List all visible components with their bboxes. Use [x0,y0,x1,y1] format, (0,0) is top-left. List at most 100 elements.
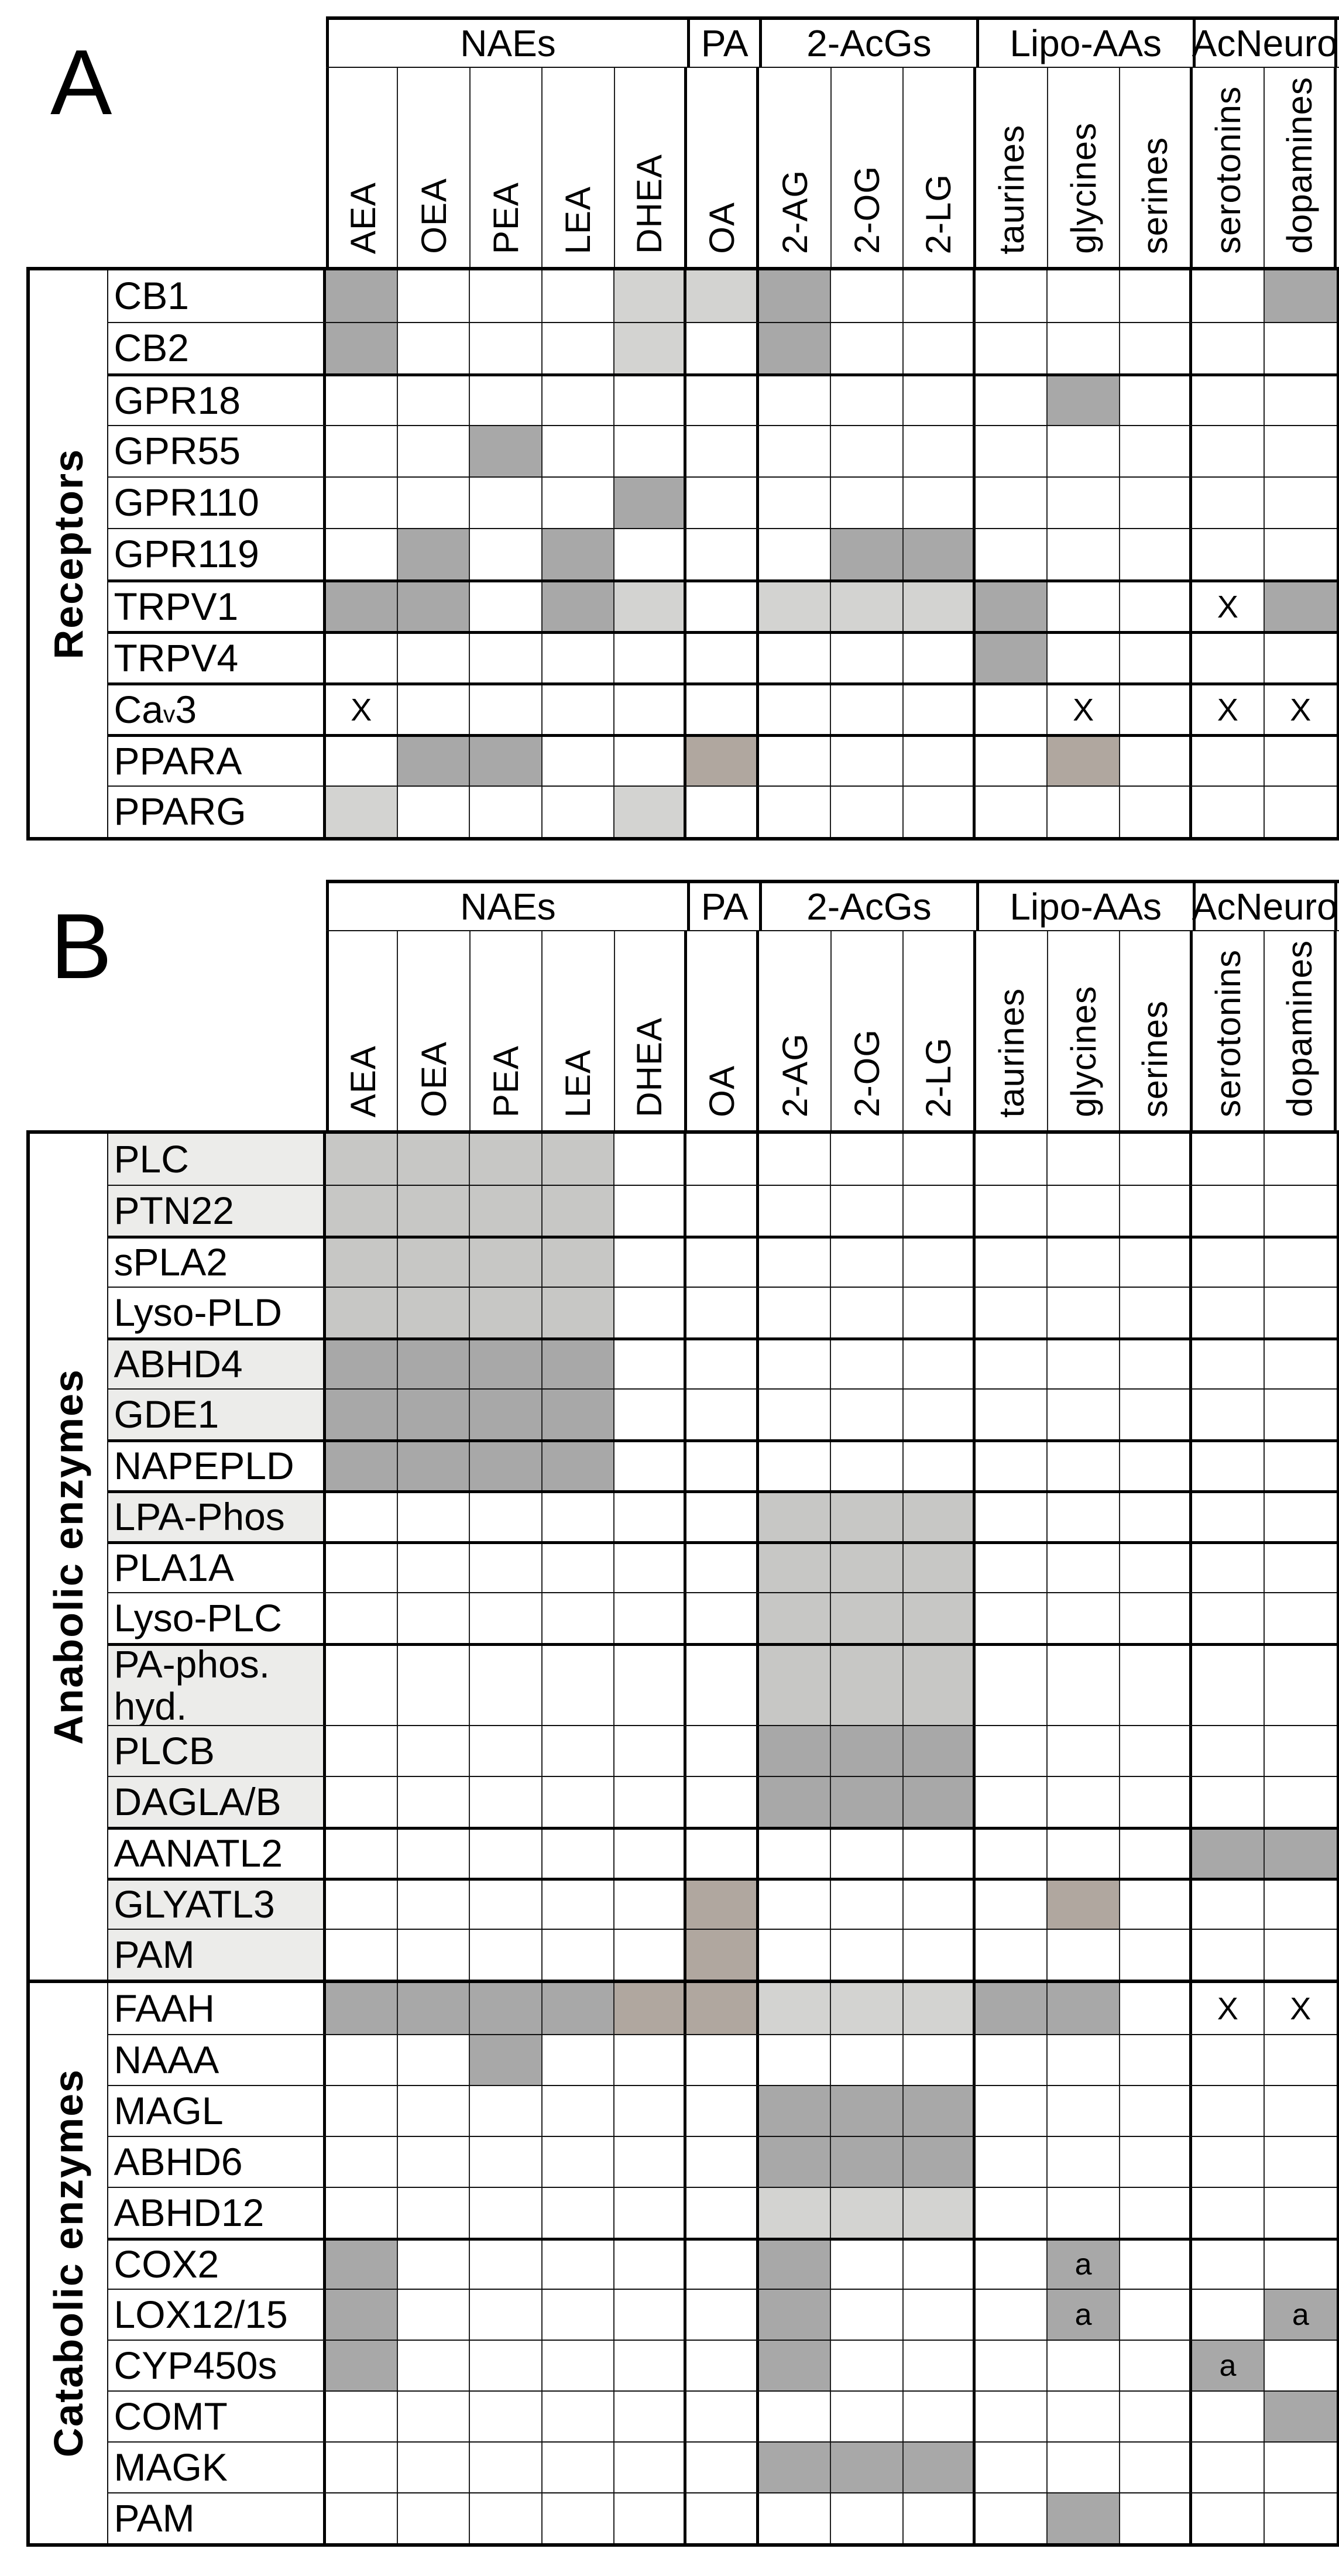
column-group-label: NAEs [326,20,687,67]
matrix-cell [1265,2188,1337,2238]
column-group-label: PA [687,883,759,930]
matrix-cell [758,2290,832,2340]
matrix-cell [1192,1830,1265,1878]
matrix-cell [758,2137,832,2187]
matrix-cell [543,1930,615,1980]
matrix-cell [976,737,1048,786]
matrix-cell [1048,1983,1120,2034]
matrix-cell [614,2290,687,2340]
matrix-cell [614,1288,687,1337]
matrix-cell: X [1290,692,1311,728]
table-row: PLC [108,1134,1337,1185]
table-row: CB1 [108,270,1337,322]
matrix-cell [542,582,615,631]
matrix-cell [759,529,832,579]
table-row: PTN22 [108,1185,1337,1236]
matrix-cell [614,2392,687,2441]
matrix-cell [759,1881,832,1929]
matrix-cell [686,1544,759,1592]
section-rows: CB1 CB2 GPR18 GPR55 GPR110 GPR119 TRPV1 X TRPV4 C… [108,270,1337,837]
column-label-cell: 2-AG [759,68,832,267]
matrix-cell [543,737,615,786]
matrix-cell [1192,634,1265,682]
section-sidebar: Catabolic enzymes [30,1983,108,2543]
matrix-cell [543,478,615,528]
matrix-cell [326,376,398,425]
matrix-cell [614,1186,687,1236]
matrix-cell [1192,2392,1265,2441]
matrix-cell [398,2443,471,2492]
matrix-cell [831,1726,904,1776]
matrix-cell [1192,1442,1265,1490]
matrix-cell [759,1186,832,1236]
matrix-cell [1120,2086,1193,2136]
matrix-cell [831,685,904,734]
matrix-cell [1265,1777,1337,1827]
column-label-cell: AEA [326,931,399,1130]
matrix-cell [903,529,976,579]
column-group-label: 2-AcGs [759,20,976,67]
matrix-cell [1192,1777,1265,1827]
matrix-cell [758,1544,832,1592]
matrix-cell [326,2493,398,2543]
matrix-cell [904,1134,976,1185]
matrix-cell [325,270,398,322]
matrix-cell [398,270,471,322]
column-label-cell: PEA [471,68,543,267]
matrix-cell [326,1881,398,1929]
matrix-cell [1120,2443,1193,2492]
matrix-cell [398,1544,471,1592]
matrix-cell [831,1390,904,1439]
matrix-cell: a [1264,2290,1337,2340]
panel-label-b: B [50,895,112,998]
matrix-cell [1192,1239,1265,1287]
matrix-cell [1120,1830,1193,1878]
matrix-cell [1265,529,1337,579]
matrix-cell [904,685,976,734]
matrix-cell [831,270,904,322]
matrix-cell [831,2035,904,2085]
matrix-cell [1265,1134,1337,1185]
row-label: GDE1 [108,1390,326,1439]
matrix-cell [1048,1493,1120,1541]
matrix-cell: X [326,685,398,734]
matrix-cell [1048,2035,1120,2085]
matrix-cell [1048,1442,1120,1490]
matrix-cell [976,1340,1048,1388]
section-rows: FAAH X X NAAA MAGL ABHD6 ABHD12 COX2 a LOX12/15 a a… [108,1983,1337,2543]
matrix-cell [543,2493,615,2543]
matrix-cell [1120,426,1193,476]
matrix-cell: X [1192,685,1265,734]
matrix-cell [686,685,759,734]
matrix-cell [1120,1881,1193,1929]
matrix-cell [831,2493,904,2543]
matrix-cell [686,478,759,528]
matrix-cell [1192,1493,1265,1541]
matrix-cell [1120,1493,1193,1541]
matrix-cell [1192,478,1265,528]
table-row: PA-phos. hyd. [108,1643,1337,1727]
matrix-cell [542,1340,615,1388]
matrix-cell [1192,376,1265,425]
matrix-cell [398,2241,471,2289]
matrix-cell [686,787,759,837]
matrix-cell [1120,1593,1193,1643]
matrix-cell [903,2443,976,2492]
matrix-cell [614,787,687,837]
matrix-cell [686,1830,759,1878]
row-label: PLCB [108,1726,326,1776]
matrix-cell [904,2241,976,2289]
matrix-cell [614,478,687,528]
matrix-cell: X [1192,1983,1265,2034]
matrix-cell [543,2341,615,2390]
column-group-row: NAEs PA 2-AcGs Lipo-AAs AcNeuro [326,16,1339,68]
matrix-cell [1048,2188,1120,2238]
matrix-cell [543,2241,615,2289]
matrix-cell [903,1777,976,1827]
matrix-cell [1120,2035,1193,2085]
column-label-cell: OA [687,68,760,267]
matrix-cell [614,376,687,425]
matrix-cell [758,1593,832,1643]
matrix-cell [398,2392,471,2441]
matrix-cell [470,737,543,786]
